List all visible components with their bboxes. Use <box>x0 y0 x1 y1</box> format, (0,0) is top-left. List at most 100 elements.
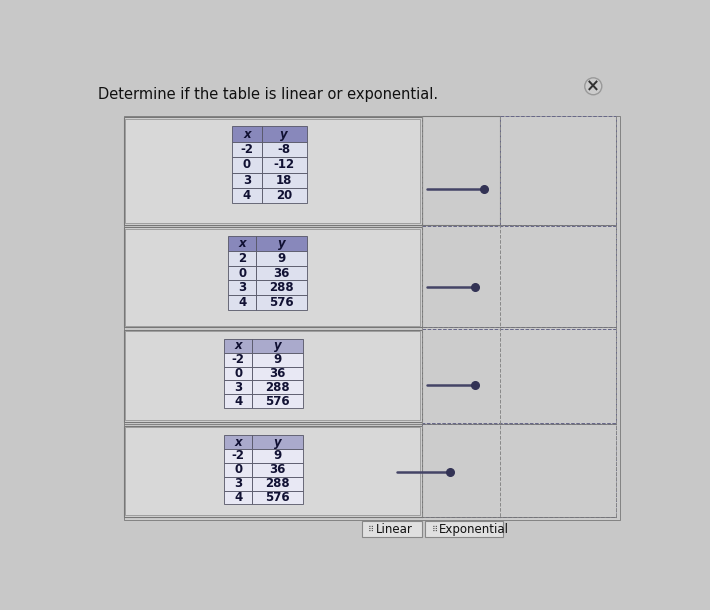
Bar <box>124 117 422 225</box>
Bar <box>224 367 252 381</box>
Bar <box>232 173 261 188</box>
Bar <box>224 339 252 353</box>
Bar <box>261 157 307 173</box>
Bar <box>425 522 503 537</box>
Text: y: y <box>280 127 288 140</box>
Bar <box>224 394 252 408</box>
Bar <box>232 126 261 142</box>
Bar <box>256 281 307 295</box>
Text: 288: 288 <box>266 477 290 490</box>
Text: x: x <box>239 237 246 250</box>
Bar <box>228 281 256 295</box>
Text: ⠿: ⠿ <box>368 525 374 534</box>
Bar <box>252 339 303 353</box>
Text: ⠿: ⠿ <box>431 525 437 534</box>
Bar <box>224 435 252 449</box>
Text: 36: 36 <box>270 463 286 476</box>
Text: Exponential: Exponential <box>439 523 509 536</box>
Circle shape <box>585 78 602 95</box>
Bar <box>422 425 616 517</box>
Bar <box>224 463 252 476</box>
Bar <box>125 428 420 515</box>
Bar <box>422 329 616 423</box>
Text: 288: 288 <box>266 381 290 394</box>
Bar <box>261 188 307 203</box>
Bar <box>228 295 256 310</box>
Bar <box>224 490 252 504</box>
Bar <box>252 381 303 394</box>
Bar <box>256 237 307 251</box>
Bar <box>500 115 616 225</box>
Bar <box>422 226 616 328</box>
Text: 288: 288 <box>269 281 294 294</box>
Text: 576: 576 <box>266 395 290 407</box>
Text: x: x <box>234 339 242 353</box>
Text: 4: 4 <box>243 189 251 202</box>
Text: -8: -8 <box>278 143 290 156</box>
Bar <box>228 237 256 251</box>
Text: 9: 9 <box>274 353 282 366</box>
Bar <box>252 463 303 476</box>
Bar <box>232 157 261 173</box>
Bar <box>252 367 303 381</box>
Bar <box>252 449 303 463</box>
Text: 18: 18 <box>276 174 293 187</box>
Text: 3: 3 <box>234 381 242 394</box>
Text: 20: 20 <box>276 189 293 202</box>
Text: 36: 36 <box>270 367 286 380</box>
Text: 4: 4 <box>234 491 242 504</box>
Bar <box>224 353 252 367</box>
Text: Linear: Linear <box>376 523 413 536</box>
Bar <box>256 251 307 266</box>
Text: y: y <box>274 339 282 353</box>
Bar <box>252 435 303 449</box>
Bar <box>361 522 422 537</box>
Text: 3: 3 <box>238 281 246 294</box>
Bar <box>232 188 261 203</box>
Text: 9: 9 <box>278 252 286 265</box>
Bar <box>256 295 307 310</box>
Bar <box>252 353 303 367</box>
Bar <box>124 329 422 422</box>
Bar <box>261 142 307 157</box>
Text: 0: 0 <box>243 159 251 171</box>
Text: x: x <box>234 436 242 448</box>
Text: -12: -12 <box>273 159 295 171</box>
Bar <box>124 115 620 520</box>
Text: 0: 0 <box>234 367 242 380</box>
Bar <box>256 266 307 281</box>
Bar <box>124 426 422 517</box>
Text: y: y <box>274 436 282 448</box>
Text: -2: -2 <box>232 353 245 366</box>
Bar <box>228 266 256 281</box>
Bar <box>224 381 252 394</box>
Bar <box>124 227 422 328</box>
Bar <box>125 229 420 326</box>
Text: 576: 576 <box>266 491 290 504</box>
Text: 2: 2 <box>238 252 246 265</box>
Bar <box>252 490 303 504</box>
Text: y: y <box>278 237 285 250</box>
Bar <box>125 118 420 223</box>
Text: Determine if the table is linear or exponential.: Determine if the table is linear or expo… <box>98 87 438 102</box>
Bar <box>422 115 500 225</box>
Text: -2: -2 <box>232 450 245 462</box>
Bar <box>224 449 252 463</box>
Text: 576: 576 <box>269 296 294 309</box>
Text: 4: 4 <box>234 395 242 407</box>
Bar <box>232 142 261 157</box>
Bar <box>252 394 303 408</box>
Bar <box>261 173 307 188</box>
Bar <box>261 126 307 142</box>
Text: 9: 9 <box>274 450 282 462</box>
Text: 0: 0 <box>234 463 242 476</box>
Bar <box>125 331 420 420</box>
Text: ×: × <box>586 77 600 95</box>
Bar <box>252 476 303 490</box>
Text: 3: 3 <box>243 174 251 187</box>
Bar <box>224 476 252 490</box>
Text: 36: 36 <box>273 267 290 279</box>
Text: 0: 0 <box>238 267 246 279</box>
Text: 3: 3 <box>234 477 242 490</box>
Text: 4: 4 <box>238 296 246 309</box>
